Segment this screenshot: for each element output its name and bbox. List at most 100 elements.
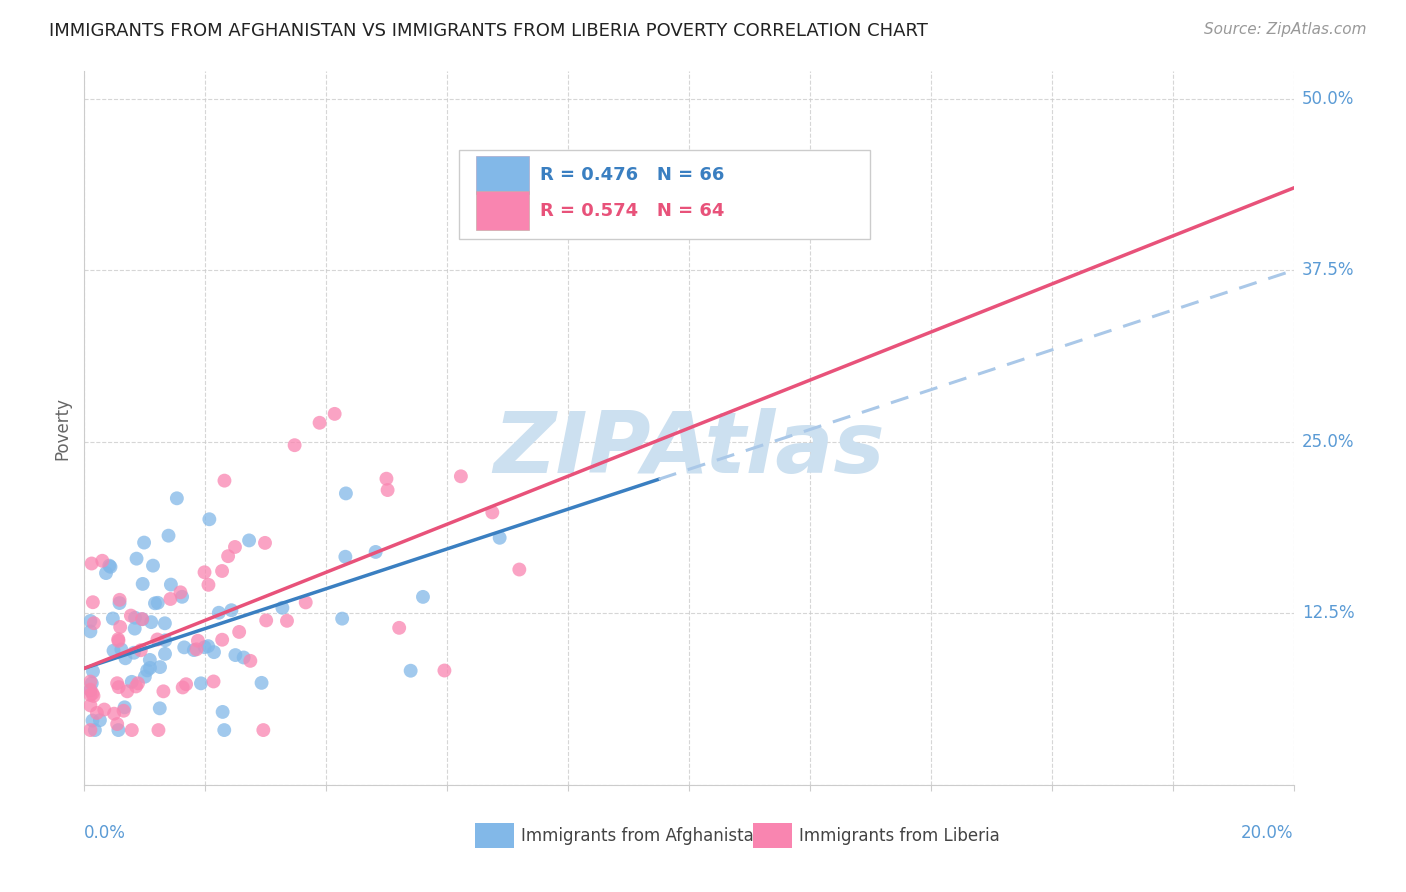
Point: [120, 608, 142, 623]
Point: [153, 647, 176, 661]
Point: [271, 600, 294, 615]
Point: [82, 686, 104, 700]
Point: [187, 633, 209, 648]
Point: [79, 683, 101, 698]
Point: [91, 554, 114, 568]
Point: [82, 689, 104, 703]
Point: [146, 596, 169, 610]
Point: [83, 723, 105, 737]
Text: ZIPAtlas: ZIPAtlas: [494, 408, 884, 491]
Point: [202, 674, 225, 689]
Point: [143, 596, 166, 610]
Point: [364, 545, 387, 559]
Point: [124, 622, 146, 636]
Point: [108, 592, 131, 607]
Point: [252, 723, 274, 737]
Point: [276, 614, 298, 628]
Point: [83, 616, 105, 631]
Point: [186, 642, 208, 657]
FancyBboxPatch shape: [477, 191, 529, 230]
Point: [450, 469, 472, 483]
Point: [115, 684, 138, 698]
Point: [79, 723, 101, 737]
Point: [488, 531, 510, 545]
Point: [131, 612, 153, 626]
Point: [98, 558, 121, 573]
Point: [152, 684, 174, 698]
Point: [239, 654, 262, 668]
FancyBboxPatch shape: [754, 823, 792, 847]
Point: [636, 174, 658, 188]
Point: [157, 529, 180, 543]
Point: [149, 660, 172, 674]
Point: [254, 614, 277, 628]
Point: [125, 551, 148, 566]
Point: [190, 676, 212, 690]
Text: 12.5%: 12.5%: [1302, 605, 1354, 623]
Point: [481, 505, 503, 519]
Point: [132, 535, 155, 549]
Point: [134, 670, 156, 684]
Point: [125, 680, 148, 694]
Text: 25.0%: 25.0%: [1302, 433, 1354, 450]
FancyBboxPatch shape: [460, 150, 870, 239]
Point: [127, 676, 149, 690]
Y-axis label: Poverty: Poverty: [53, 397, 72, 459]
Point: [121, 723, 143, 737]
Point: [224, 540, 246, 554]
Point: [197, 578, 219, 592]
Point: [232, 650, 254, 665]
Point: [294, 595, 316, 609]
Point: [80, 676, 103, 690]
Point: [194, 640, 217, 655]
Point: [122, 646, 145, 660]
Point: [142, 558, 165, 573]
Point: [166, 491, 188, 506]
Point: [79, 698, 101, 713]
Text: Immigrants from Liberia: Immigrants from Liberia: [799, 827, 1000, 845]
Point: [107, 680, 129, 694]
Point: [121, 674, 143, 689]
Point: [193, 566, 215, 580]
Text: Source: ZipAtlas.com: Source: ZipAtlas.com: [1204, 22, 1367, 37]
Point: [82, 714, 104, 728]
Point: [136, 664, 159, 678]
Point: [433, 664, 456, 678]
Point: [105, 717, 128, 731]
Point: [107, 633, 129, 648]
Point: [238, 533, 260, 548]
Point: [79, 688, 101, 702]
Point: [79, 614, 101, 628]
Point: [214, 474, 236, 488]
Point: [173, 640, 195, 655]
Point: [508, 562, 530, 576]
Point: [217, 549, 239, 564]
Point: [174, 677, 197, 691]
Point: [208, 606, 231, 620]
Point: [169, 585, 191, 599]
Point: [253, 536, 276, 550]
Point: [211, 564, 233, 578]
Text: 37.5%: 37.5%: [1302, 261, 1354, 279]
Point: [335, 486, 357, 500]
Point: [323, 407, 346, 421]
Point: [211, 705, 233, 719]
Point: [155, 633, 177, 648]
Point: [212, 723, 235, 737]
Point: [250, 676, 273, 690]
Point: [139, 653, 162, 667]
Point: [131, 577, 153, 591]
Point: [89, 713, 111, 727]
Point: [114, 700, 136, 714]
Text: 20.0%: 20.0%: [1241, 824, 1294, 842]
Text: 0.0%: 0.0%: [84, 824, 127, 842]
Point: [100, 560, 122, 574]
Point: [110, 642, 132, 657]
Point: [211, 632, 233, 647]
FancyBboxPatch shape: [477, 155, 529, 194]
Point: [82, 595, 104, 609]
Point: [375, 472, 398, 486]
Point: [107, 632, 129, 647]
Point: [224, 648, 246, 662]
Point: [124, 611, 146, 625]
